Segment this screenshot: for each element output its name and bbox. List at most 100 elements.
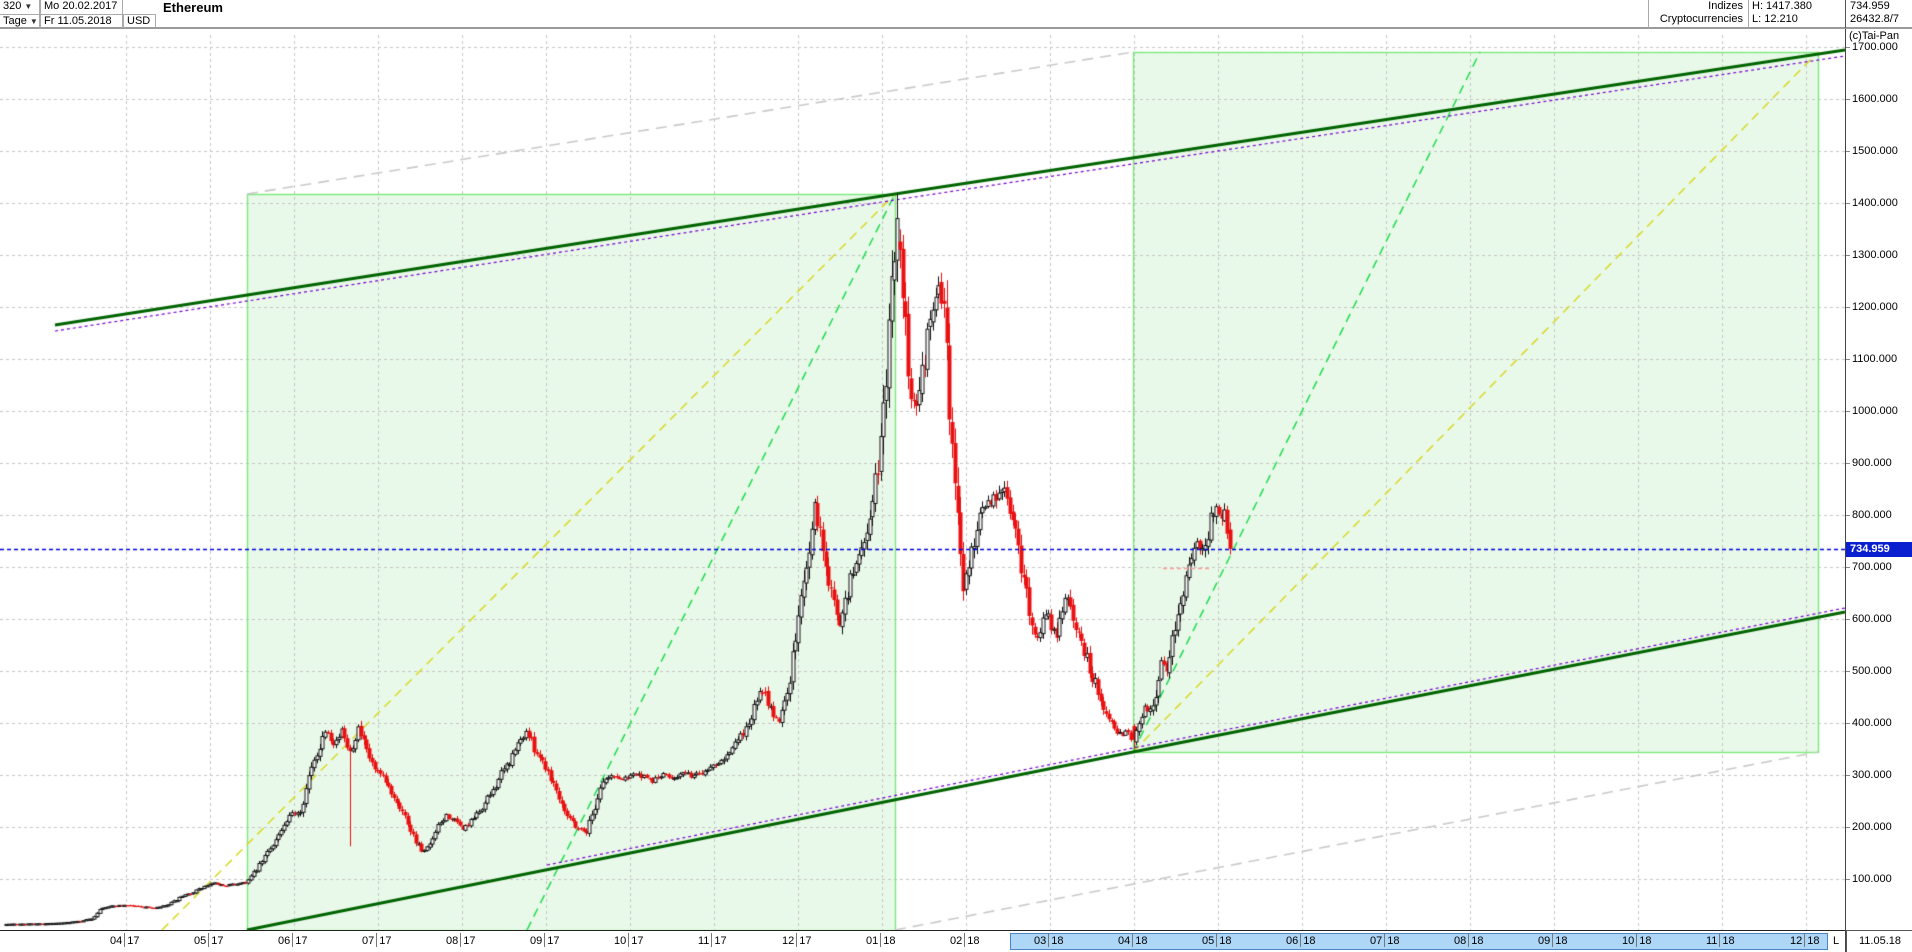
time-tick-mark xyxy=(711,932,713,947)
time-tick-mark xyxy=(292,932,294,947)
current-price-label: 734.959 xyxy=(1846,542,1912,557)
price-tick-label: 600.000 xyxy=(1852,613,1892,625)
category-line1: Indizes xyxy=(1708,0,1743,12)
header-bar: 320 ▼ Tage ▼ Mo 20.02.2017 Fr 11.05.2018… xyxy=(0,0,1912,29)
price-tick-label: 800.000 xyxy=(1852,509,1892,521)
bars-value: 320 xyxy=(3,0,22,12)
price-tick-label: 1000.000 xyxy=(1852,405,1898,417)
time-tick-label: 04 18 xyxy=(1118,932,1148,947)
time-tick-label: 07 18 xyxy=(1370,932,1400,947)
last-price-cell: 734.959 26432.8/7 xyxy=(1845,0,1912,28)
price-tick-label: 500.000 xyxy=(1852,665,1892,677)
price-tick-mark xyxy=(1846,567,1850,568)
price-tick-label: 400.000 xyxy=(1852,717,1892,729)
high-low-cell: H: 1417.380 L: 12.210 xyxy=(1748,0,1845,28)
time-tick-mark xyxy=(1384,932,1386,947)
time-tick-label: 06 17 xyxy=(278,932,308,947)
time-tick-mark xyxy=(376,932,378,947)
time-tick-mark xyxy=(880,932,882,947)
price-tick-label: 700.000 xyxy=(1852,561,1892,573)
category-cell[interactable]: Indizes Cryptocurrencies xyxy=(1648,0,1748,28)
time-tick-mark xyxy=(1552,932,1554,947)
price-tick-label: 900.000 xyxy=(1852,457,1892,469)
instrument-title: Ethereum xyxy=(163,1,223,14)
chevron-down-icon: ▼ xyxy=(24,2,33,11)
time-tick-mark xyxy=(1468,932,1470,947)
time-tick-mark xyxy=(964,932,966,947)
last-price-value: 734.959 xyxy=(1850,0,1890,12)
time-tick-mark xyxy=(1216,932,1218,947)
time-tick-label: 08 17 xyxy=(446,932,476,947)
date-from[interactable]: Mo 20.02.2017 xyxy=(40,0,123,14)
period-unit-value: Tage xyxy=(3,15,27,27)
time-tick-label: 10 18 xyxy=(1622,932,1652,947)
time-tick-mark xyxy=(544,932,546,947)
end-date-cell: 11.05.18 xyxy=(1846,930,1912,952)
time-tick-label: 04 17 xyxy=(110,932,140,947)
chevron-down-icon: ▼ xyxy=(29,17,38,26)
low-value: L: 12.210 xyxy=(1752,13,1798,25)
time-tick-mark xyxy=(124,932,126,947)
price-tick-label: 200.000 xyxy=(1852,821,1892,833)
time-tick-label: 12 17 xyxy=(782,932,812,947)
category-line2: Cryptocurrencies xyxy=(1659,13,1743,25)
time-tick-mark xyxy=(460,932,462,947)
time-tick-label: 05 18 xyxy=(1202,932,1232,947)
time-tick-mark xyxy=(1804,932,1806,947)
time-tick-label: 05 17 xyxy=(194,932,224,947)
price-tick-mark xyxy=(1846,255,1850,256)
price-tick-mark xyxy=(1846,515,1850,516)
price-tick-mark xyxy=(1846,827,1850,828)
time-tick-mark xyxy=(208,932,210,947)
time-tick-label: 03 18 xyxy=(1034,932,1064,947)
price-tick-label: 300.000 xyxy=(1852,769,1892,781)
price-tick-mark xyxy=(1846,671,1850,672)
price-tick-mark xyxy=(1846,99,1850,100)
secondary-price-value: 26432.8/7 xyxy=(1850,13,1899,25)
time-tick-label: 08 18 xyxy=(1454,932,1484,947)
price-tick-label: 1400.000 xyxy=(1852,197,1898,209)
time-tick-mark xyxy=(1636,932,1638,947)
time-tick-mark xyxy=(796,932,798,947)
price-tick-label: 1600.000 xyxy=(1852,93,1898,105)
price-tick-mark xyxy=(1846,47,1850,48)
last-bar-marker: L xyxy=(1833,935,1840,947)
time-axis[interactable]: L 04 17 05 17 06 17 07 17 08 17 09 17 10 17 11 17 12 17 01… xyxy=(0,930,1845,952)
date-to[interactable]: Fr 11.05.2018 xyxy=(40,14,123,28)
price-tick-mark xyxy=(1846,619,1850,620)
time-tick-mark xyxy=(1719,932,1721,947)
price-tick-label: 100.000 xyxy=(1852,873,1892,885)
price-tick-mark xyxy=(1846,151,1850,152)
price-tick-label: 1300.000 xyxy=(1852,249,1898,261)
time-tick-label: 06 18 xyxy=(1286,932,1316,947)
time-tick-label: 09 18 xyxy=(1538,932,1568,947)
price-tick-mark xyxy=(1846,879,1850,880)
price-tick-mark xyxy=(1846,359,1850,360)
price-tick-label: 1500.000 xyxy=(1852,145,1898,157)
time-tick-label: 07 17 xyxy=(362,932,392,947)
time-tick-label: 11 17 xyxy=(698,932,727,947)
time-tick-mark xyxy=(1132,932,1134,947)
time-tick-label: 09 17 xyxy=(530,932,560,947)
price-tick-mark xyxy=(1846,463,1850,464)
time-tick-label: 11 18 xyxy=(1706,932,1735,947)
price-tick-mark xyxy=(1846,411,1850,412)
bars-dropdown[interactable]: 320 ▼ xyxy=(0,0,40,14)
price-tick-label: 1700.000 xyxy=(1852,41,1898,53)
candlestick-chart[interactable] xyxy=(0,29,1845,930)
time-tick-label: 01 18 xyxy=(866,932,896,947)
price-tick-mark xyxy=(1846,775,1850,776)
currency-label: USD xyxy=(123,14,156,28)
period-unit-dropdown[interactable]: Tage ▼ xyxy=(0,14,40,28)
price-tick-label: 1100.000 xyxy=(1852,353,1898,365)
time-tick-label: 10 17 xyxy=(614,932,644,947)
price-tick-mark xyxy=(1846,203,1850,204)
time-selection-band[interactable] xyxy=(1010,933,1828,950)
high-value: H: 1417.380 xyxy=(1752,0,1812,12)
price-tick-mark xyxy=(1846,307,1850,308)
time-tick-mark xyxy=(1300,932,1302,947)
price-axis[interactable]: (c)Tai-Pan 734.959 1700.000 1600.000 1500.… xyxy=(1845,29,1912,952)
time-tick-mark xyxy=(628,932,630,947)
price-tick-label: 1200.000 xyxy=(1852,301,1898,313)
